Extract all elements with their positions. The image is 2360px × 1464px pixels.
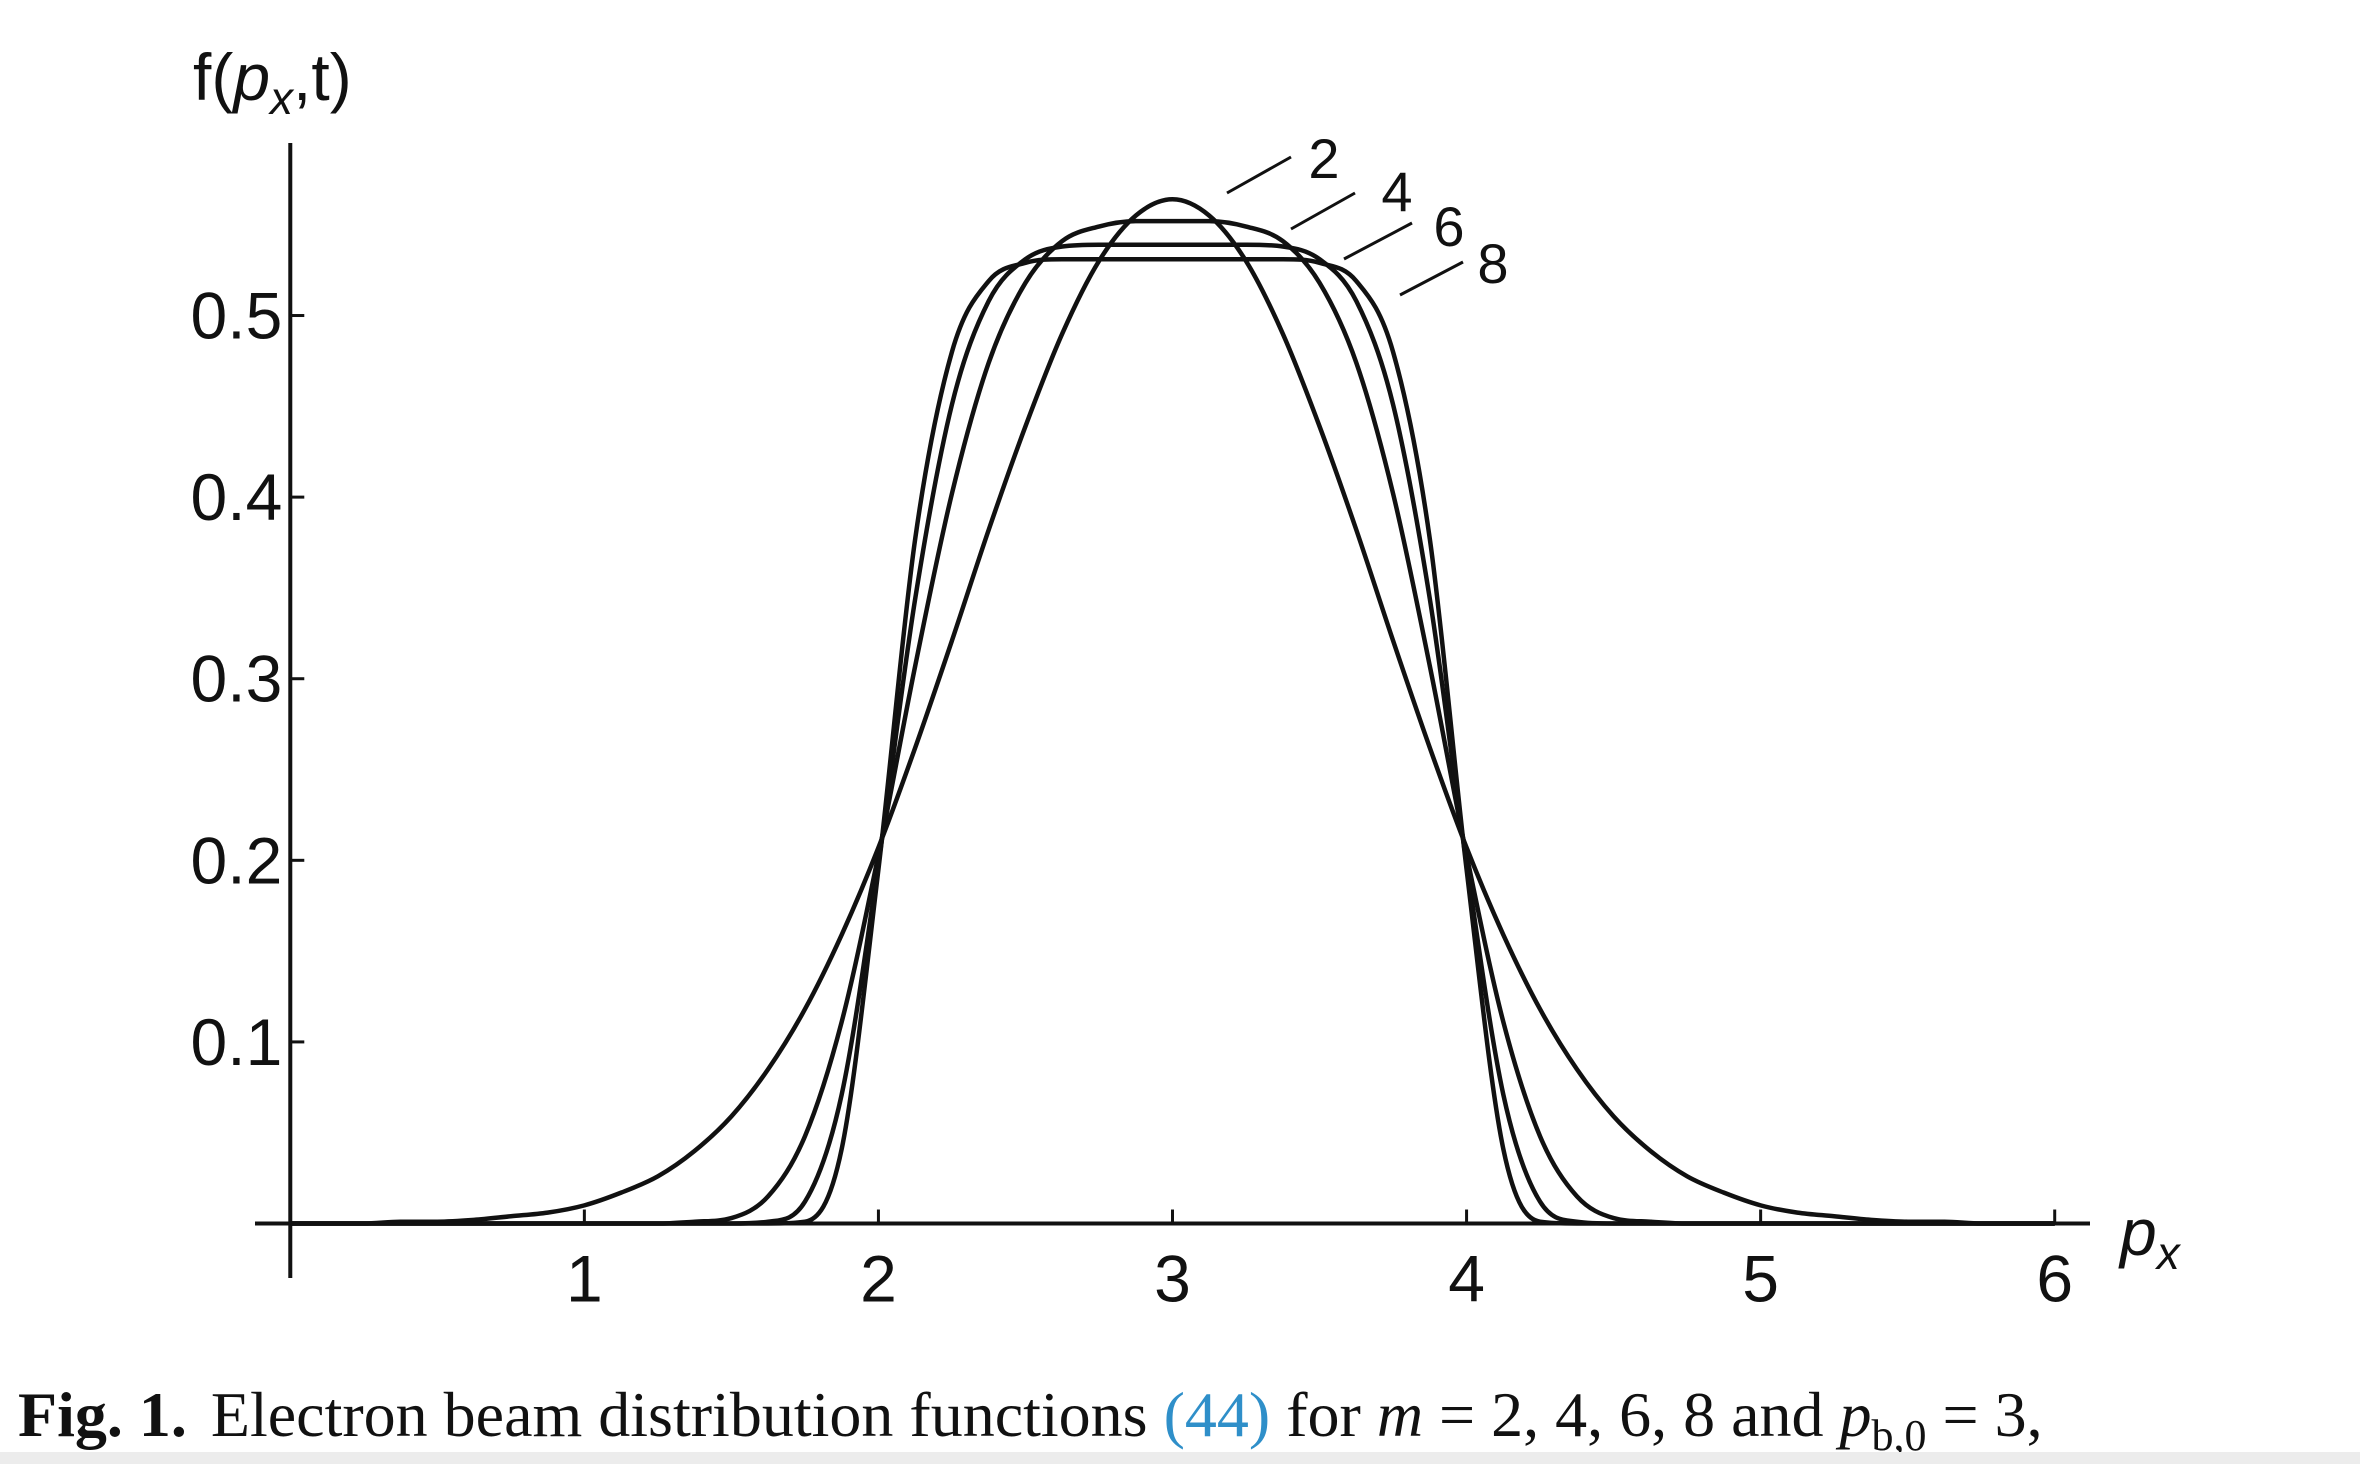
caption-label: Fig. 1. <box>18 1379 187 1450</box>
series-label: 2 <box>1308 127 1339 190</box>
label-leader <box>1290 191 1356 231</box>
x-tick-label: 2 <box>860 1242 897 1316</box>
caption-text: = 2, 4, 6, 8 and <box>1439 1379 1824 1450</box>
x-label-part: x <box>2155 1227 2182 1279</box>
y-tick-label: 0.2 <box>191 823 283 897</box>
y-tick-label: 0.5 <box>191 279 283 353</box>
x-label-part: p <box>2118 1195 2157 1269</box>
caption-text: for <box>1286 1379 1361 1450</box>
series-line <box>290 242 2055 1226</box>
x-tick-label: 1 <box>566 1242 603 1316</box>
y-label-part: x <box>268 72 295 124</box>
series-line <box>290 218 2055 1226</box>
label-leader <box>1343 221 1413 261</box>
y-tick-label: 0.3 <box>191 642 283 716</box>
y-tick-label: 0.1 <box>191 1005 283 1079</box>
label-leader <box>1226 155 1292 195</box>
caption-text: Electron beam distribution functions <box>210 1379 1148 1450</box>
caption-ref[interactable]: (44) <box>1163 1379 1271 1450</box>
label-leader <box>1399 260 1464 297</box>
x-tick-label: 5 <box>1742 1242 1779 1316</box>
series-line <box>290 197 2055 1226</box>
series-label: 8 <box>1477 232 1508 295</box>
caption-math: p <box>1839 1379 1872 1450</box>
y-label-part: p <box>231 40 270 114</box>
x-tick-label: 4 <box>1448 1242 1485 1316</box>
caption: Fig. 1. Electron beam distribution functi… <box>18 1378 2360 1461</box>
caption-text: = 3, <box>1942 1379 2043 1450</box>
y-axis-label: f(px,t) <box>193 40 352 124</box>
x-axis-label: px <box>2118 1195 2182 1279</box>
y-label-part: ,t) <box>293 40 352 114</box>
series-label: 6 <box>1433 195 1464 258</box>
series-line <box>290 256 2055 1226</box>
y-tick-label: 0.4 <box>191 460 283 534</box>
caption-math: m <box>1376 1379 1424 1450</box>
x-tick-label: 3 <box>1154 1242 1191 1316</box>
y-label-part: f( <box>193 40 233 114</box>
x-tick-label: 6 <box>2036 1242 2073 1316</box>
bottom-strip <box>0 1452 2360 1464</box>
series-label: 4 <box>1381 160 1412 223</box>
caption-subscript: b,0 <box>1871 1410 1927 1460</box>
